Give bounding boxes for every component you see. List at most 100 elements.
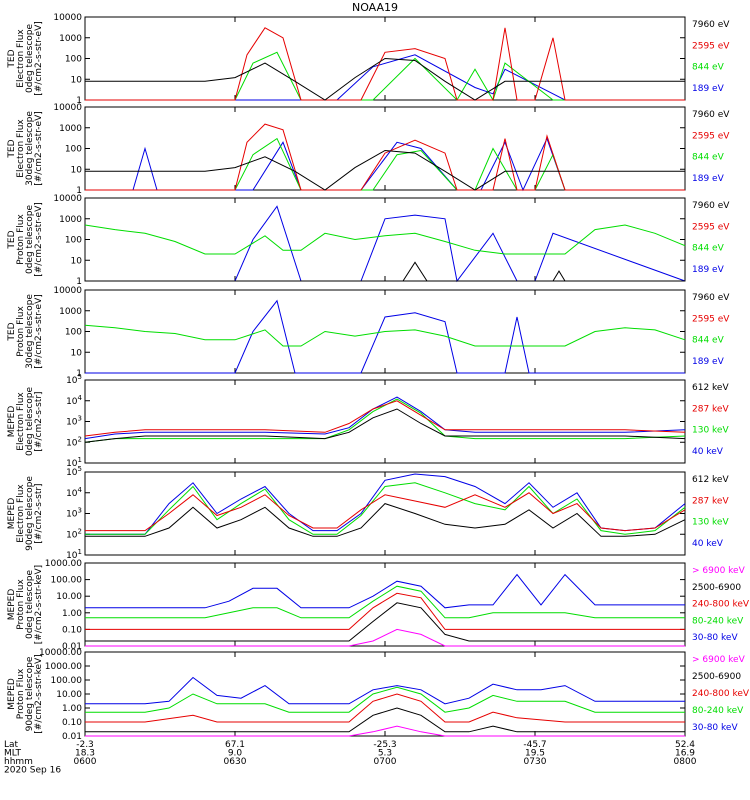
legend-entry: 844 eV <box>692 153 725 163</box>
y-axis-label: MEPED <box>7 498 17 530</box>
y-tick-label: 1.00 <box>62 609 82 619</box>
footer-tick-lat: -2.3 <box>76 740 94 750</box>
panel-2: 1 10 100 1000 10000 TED Electron Flux 30deg tel… <box>7 103 730 196</box>
y-axis-label: [#/cm2-s-str-eV] <box>34 294 44 369</box>
series-line-blue <box>85 299 685 374</box>
y-tick-label: 100 <box>65 55 82 65</box>
footer-tick-lat: 67.1 <box>225 740 245 750</box>
y-axis-label: MEPED <box>7 678 17 710</box>
legend-entry: 189 eV <box>692 84 725 94</box>
y-axis-label: 0deg telescope <box>25 205 35 275</box>
legend-entry: 612 keV <box>692 475 729 485</box>
y-tick-label: 103 <box>66 415 82 428</box>
footer-tick-mlt: 18.3 <box>75 749 95 759</box>
chart-title: NOAA19 <box>352 1 398 14</box>
y-tick-label: 1 <box>76 369 82 379</box>
y-axis-label: MEPED <box>7 589 17 621</box>
y-tick-exponent: 5 <box>78 373 82 381</box>
y-axis-label: Proton Flux <box>16 214 26 265</box>
y-tick-exponent: 1 <box>78 548 82 556</box>
footer-row-label: Lat <box>4 740 19 750</box>
y-tick-label: 1000 <box>59 34 82 44</box>
y-tick-exponent: 5 <box>78 465 82 473</box>
panel-frame <box>84 106 686 191</box>
footer-tick-hhmm: 0730 <box>524 757 547 767</box>
legend-entry: 40 keV <box>692 447 724 457</box>
y-axis-label: TED <box>7 49 17 68</box>
y-tick-exponent: 2 <box>78 527 82 535</box>
y-tick-label: 10 <box>71 165 83 175</box>
series-line-green <box>85 137 685 191</box>
series-line-black <box>85 503 686 537</box>
y-tick-label: 10000.00 <box>39 648 82 658</box>
y-axis-label: [#/cm2-s-str-eV] <box>34 111 44 186</box>
y-tick-label: 10000 <box>53 13 82 23</box>
legend-entry: 844 eV <box>692 63 725 73</box>
series-line-blue <box>85 54 685 101</box>
y-axis-label: TED <box>7 230 17 249</box>
y-tick-exponent: 4 <box>78 486 83 494</box>
legend-entry: 130 keV <box>692 426 729 436</box>
footer-tick-lat: 52.4 <box>675 740 695 750</box>
y-tick-label: 1000 <box>59 215 82 225</box>
series-line-red <box>85 693 685 723</box>
footer-tick-hhmm: 0700 <box>374 757 397 767</box>
footer-tick-hhmm: 0800 <box>674 757 697 767</box>
series-line-black <box>85 707 685 733</box>
footer-tick-mlt: 19.5 <box>525 749 545 759</box>
y-tick-label: 10 <box>71 256 83 266</box>
footer-row-label: hhmm <box>4 757 33 767</box>
y-axis-label: Proton Flux <box>16 668 26 719</box>
series-line-red <box>85 27 685 101</box>
series-line-green <box>84 224 686 255</box>
y-axis-label: Proton Flux <box>16 579 26 630</box>
legend-entry: 2595 eV <box>692 222 730 232</box>
footer-tick-mlt: 9.0 <box>228 749 243 759</box>
legend-entry: 189 eV <box>692 357 725 367</box>
y-tick-label: 100 <box>65 328 82 338</box>
y-axis-label: [#/cm2-s-str] <box>34 483 44 543</box>
legend-entry: 240-800 keV <box>692 600 750 610</box>
legend-entry: 2595 eV <box>692 131 730 141</box>
legend-entry: 844 eV <box>692 336 725 346</box>
panel-frame <box>84 471 686 556</box>
y-axis-label: [#/cm2-s-str-eV] <box>34 202 44 277</box>
series-line-blue <box>85 676 685 705</box>
y-tick-exponent: 1 <box>78 456 82 464</box>
y-tick-label: 104 <box>66 394 82 407</box>
panel-4: 1 10 100 1000 10000 TED Proton Flux 30deg teles… <box>7 286 730 379</box>
series-line-green <box>85 585 685 619</box>
series-line-blue <box>85 137 685 192</box>
series-line-red <box>85 492 686 532</box>
y-tick-label: 10 <box>71 75 83 85</box>
y-tick-label: 0.01 <box>62 732 82 742</box>
y-axis-label: [#/cm2-s-str-eV] <box>34 21 44 96</box>
panel-7: 0.01 0.10 1.00 10.00 100.00 1000.00 MEPED Proto… <box>7 559 750 652</box>
legend-entry: 189 eV <box>692 265 725 275</box>
y-tick-exponent: 3 <box>78 507 82 515</box>
footer-tick-hhmm: 0630 <box>224 757 247 767</box>
legend-entry: 7960 eV <box>692 110 730 120</box>
y-axis-label: 0deg telescope <box>25 387 35 457</box>
y-axis-label: [#/cm2-s-str-keV] <box>34 565 44 644</box>
series-line-blue <box>85 573 685 609</box>
y-tick-label: 1000.00 <box>45 559 82 569</box>
panel-1: 1 10 100 1000 10000 TED Electron Flux 0deg tele… <box>7 13 730 106</box>
y-axis-label: 30deg telescope <box>25 294 35 369</box>
series-line-black <box>85 261 685 282</box>
series-line-blue <box>85 473 686 535</box>
series-line-green <box>85 51 685 102</box>
footer-tick-mlt: 5.3 <box>378 749 392 759</box>
legend-entry: 287 keV <box>692 404 729 414</box>
series-line-red <box>84 400 686 437</box>
legend-entry: 612 keV <box>692 383 729 393</box>
y-axis-label: 0deg telescope <box>25 570 35 640</box>
legend-entry: > 6900 keV <box>692 566 746 576</box>
legend-entry: 844 eV <box>692 244 725 254</box>
footer-tick-hhmm: 0600 <box>74 757 97 767</box>
y-tick-label: 10000 <box>53 286 82 296</box>
y-tick-label: 10 <box>71 348 83 358</box>
